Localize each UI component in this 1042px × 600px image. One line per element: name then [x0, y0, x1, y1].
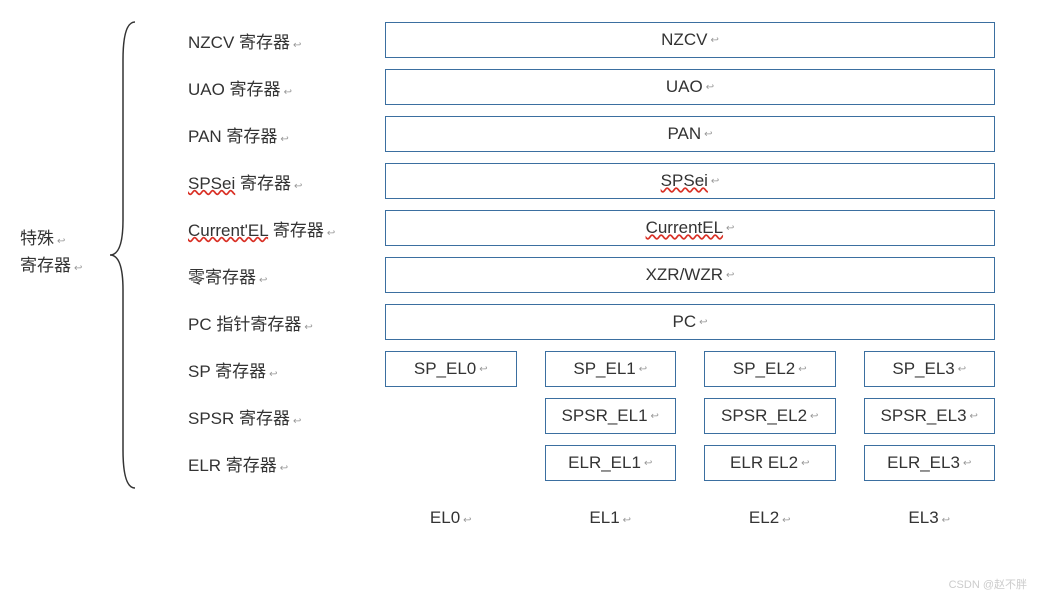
box-pan: PAN: [385, 116, 995, 152]
label-curel-suffix: 寄存器: [268, 221, 324, 240]
box-pc: PC: [385, 304, 995, 340]
row-curel: Current'EL 寄存器 CurrentEL: [180, 208, 1020, 248]
label-elr: ELR 寄存器: [180, 451, 385, 476]
row-uao: UAO 寄存器 UAO: [180, 67, 1020, 107]
label-pc: PC 指针寄存器: [180, 310, 385, 335]
el-labels-row: EL0 EL1 EL2 EL3: [385, 508, 995, 528]
box-elr-el2: ELR EL2: [704, 445, 836, 481]
row-zero: 零寄存器 XZR/WZR: [180, 255, 1020, 295]
box-curel: CurrentEL: [385, 210, 995, 246]
box-uao: UAO: [385, 69, 995, 105]
row-pc: PC 指针寄存器 PC: [180, 302, 1020, 342]
label-spsr: SPSR 寄存器: [180, 404, 385, 429]
box-elr-el1: ELR_EL1: [545, 445, 677, 481]
el-label-0: EL0: [385, 508, 517, 528]
box-spsr-el2: SPSR_EL2: [704, 398, 836, 434]
box-sp-el2: SP_EL2: [704, 351, 836, 387]
box-nzcv: NZCV: [385, 22, 995, 58]
box-elr-el3: ELR_EL3: [864, 445, 996, 481]
box-spsr-el3: SPSR_EL3: [864, 398, 996, 434]
label-spsei-prefix: SPSei: [188, 174, 235, 193]
label-curel-prefix: Current'EL: [188, 221, 268, 240]
el-label-3: EL3: [864, 508, 996, 528]
curly-brace-icon: [105, 20, 140, 490]
el-label-1: EL1: [545, 508, 677, 528]
box-curel-text: CurrentEL: [646, 218, 723, 238]
box-spsei-text: SPSei: [661, 171, 708, 191]
label-spsei: SPSei 寄存器: [180, 169, 385, 194]
register-rows: NZCV 寄存器 NZCV UAO 寄存器 UAO PAN 寄存器 PAN SP…: [180, 20, 1020, 528]
el-label-2: EL2: [704, 508, 836, 528]
box-sp-el3: SP_EL3: [864, 351, 996, 387]
box-sp-el1: SP_EL1: [545, 351, 677, 387]
empty-elr-el0: [385, 445, 517, 481]
label-sp: SP 寄存器: [180, 357, 385, 382]
group-label-line1: 特殊: [20, 225, 82, 252]
row-elr: ELR 寄存器 ELR_EL1 ELR EL2 ELR_EL3: [180, 443, 1020, 483]
box-zero: XZR/WZR: [385, 257, 995, 293]
empty-spsr-el0: [385, 398, 517, 434]
label-nzcv: NZCV 寄存器: [180, 28, 385, 53]
row-spsr: SPSR 寄存器 SPSR_EL1 SPSR_EL2 SPSR_EL3: [180, 396, 1020, 436]
row-spsei: SPSei 寄存器 SPSei: [180, 161, 1020, 201]
row-nzcv: NZCV 寄存器 NZCV: [180, 20, 1020, 60]
box-spsei: SPSei: [385, 163, 995, 199]
label-pan: PAN 寄存器: [180, 122, 385, 147]
box-sp-el0: SP_EL0: [385, 351, 517, 387]
group-label-line2: 寄存器: [20, 252, 82, 279]
row-sp: SP 寄存器 SP_EL0 SP_EL1 SP_EL2 SP_EL3: [180, 349, 1020, 389]
label-uao: UAO 寄存器: [180, 75, 385, 100]
row-pan: PAN 寄存器 PAN: [180, 114, 1020, 154]
watermark: CSDN @赵不胖: [949, 576, 1027, 592]
group-label: 特殊 寄存器: [20, 225, 82, 279]
label-curel: Current'EL 寄存器: [180, 216, 385, 241]
box-spsr-el1: SPSR_EL1: [545, 398, 677, 434]
label-zero: 零寄存器: [180, 263, 385, 288]
label-spsei-suffix: 寄存器: [235, 174, 291, 193]
